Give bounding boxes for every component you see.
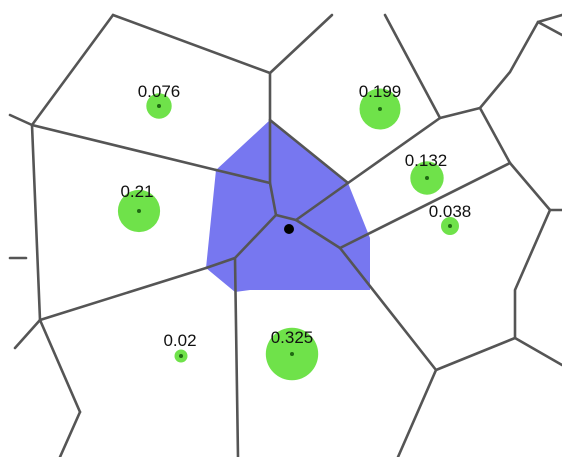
weight-label-0-21: 0.21	[120, 182, 153, 201]
voronoi-edge	[478, 13, 562, 110]
voronoi-edge	[294, 181, 350, 222]
site-point	[425, 176, 429, 180]
voronoi-edge	[30, 13, 115, 127]
voronoi-edge	[30, 123, 218, 172]
weight-label-0-038: 0.038	[429, 202, 472, 221]
voronoi-edge	[346, 116, 442, 185]
voronoi-edge	[8, 113, 34, 127]
weight-label-0-076: 0.076	[138, 82, 181, 101]
voronoi-edge	[13, 318, 42, 350]
voronoi-edge	[111, 13, 272, 75]
voronoi-edge	[30, 123, 42, 322]
weight-label-0-199: 0.199	[359, 82, 402, 101]
weight-labels: 0.076 0.199 0.132 0.21 0.038 0.02 0.325	[120, 82, 471, 350]
voronoi-edge	[268, 118, 350, 185]
voronoi-edge	[396, 368, 438, 457]
voronoi-edge	[338, 246, 438, 372]
voronoi-edge	[268, 13, 334, 75]
voronoi-edge	[508, 161, 552, 212]
site-points	[137, 104, 452, 358]
site-point	[137, 209, 141, 213]
voronoi-edge	[38, 318, 82, 414]
site-point	[378, 107, 382, 111]
voronoi-edge	[513, 336, 562, 367]
neighbor-region	[206, 120, 370, 292]
voronoi-edge	[438, 106, 512, 165]
weight-label-0-02: 0.02	[163, 331, 196, 350]
voronoi-edge	[274, 213, 342, 250]
voronoi-edge	[383, 13, 442, 120]
site-point	[448, 224, 452, 228]
site-point	[157, 104, 161, 108]
weight-label-0-325: 0.325	[271, 328, 314, 347]
voronoi-edge	[513, 208, 552, 340]
weight-label-0-132: 0.132	[405, 151, 448, 170]
query-point	[284, 224, 294, 234]
voronoi-edge	[233, 256, 240, 457]
voronoi-edges	[8, 13, 562, 457]
site-point	[290, 352, 294, 356]
voronoi-edge	[338, 161, 512, 250]
voronoi-edge	[38, 266, 208, 322]
voronoi-edge	[58, 410, 82, 457]
voronoi-edge	[434, 336, 517, 372]
voronoi-edge	[536, 20, 562, 37]
site-point	[179, 354, 183, 358]
